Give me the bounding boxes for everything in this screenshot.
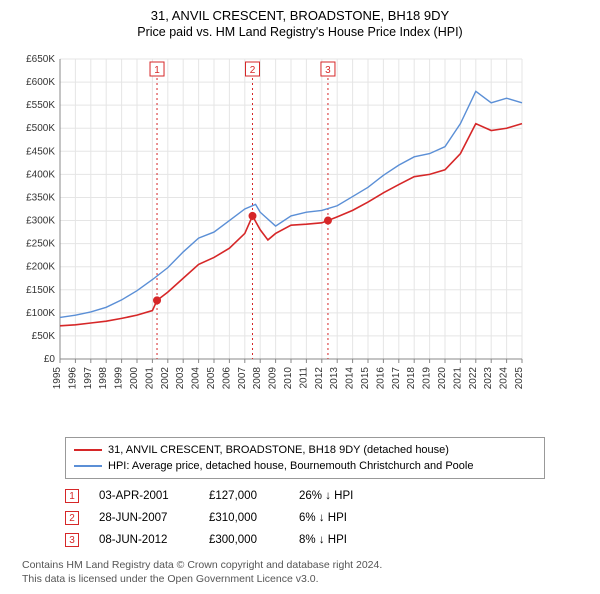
svg-text:2022: 2022	[468, 367, 479, 390]
event-marker-icon: 3	[65, 533, 79, 547]
event-price: £127,000	[209, 490, 279, 502]
svg-text:2005: 2005	[206, 367, 217, 390]
event-date: 28-JUN-2007	[99, 512, 189, 524]
event-date: 03-APR-2001	[99, 490, 189, 502]
legend-label: 31, ANVIL CRESCENT, BROADSTONE, BH18 9DY…	[108, 444, 449, 456]
svg-text:£600K: £600K	[26, 77, 55, 88]
svg-text:£0: £0	[44, 354, 56, 365]
svg-text:2009: 2009	[268, 367, 279, 390]
legend-swatch	[74, 449, 102, 451]
svg-text:£350K: £350K	[26, 192, 55, 203]
svg-text:1: 1	[154, 65, 160, 76]
svg-text:2010: 2010	[283, 367, 294, 390]
event-price: £300,000	[209, 534, 279, 546]
svg-text:1996: 1996	[67, 367, 78, 390]
svg-text:2004: 2004	[191, 367, 202, 390]
svg-text:2021: 2021	[452, 367, 463, 390]
svg-text:£550K: £550K	[26, 100, 55, 111]
svg-text:£100K: £100K	[26, 308, 55, 319]
svg-text:£200K: £200K	[26, 262, 55, 273]
svg-text:£250K: £250K	[26, 239, 55, 250]
event-marker-icon: 1	[65, 489, 79, 503]
footer-line-1: Contains HM Land Registry data © Crown c…	[22, 559, 590, 573]
footer-attribution: Contains HM Land Registry data © Crown c…	[22, 559, 590, 586]
svg-text:2019: 2019	[422, 367, 433, 390]
svg-text:2012: 2012	[314, 367, 325, 390]
svg-text:2020: 2020	[437, 367, 448, 390]
legend-item: 31, ANVIL CRESCENT, BROADSTONE, BH18 9DY…	[74, 442, 536, 458]
svg-text:1999: 1999	[114, 367, 125, 390]
svg-text:2000: 2000	[129, 367, 140, 390]
event-row: 1 03-APR-2001 £127,000 26% ↓ HPI	[65, 485, 590, 507]
chart-container: 31, ANVIL CRESCENT, BROADSTONE, BH18 9DY…	[0, 0, 600, 594]
svg-text:2007: 2007	[237, 367, 248, 390]
event-date: 08-JUN-2012	[99, 534, 189, 546]
chart-title: 31, ANVIL CRESCENT, BROADSTONE, BH18 9DY	[10, 8, 590, 23]
svg-text:£300K: £300K	[26, 216, 55, 227]
chart-area: £0 £50K £100K £150K £200K £250K £300K £350K £400…	[10, 49, 590, 429]
footer-line-2: This data is licensed under the Open Gov…	[22, 573, 590, 587]
event-delta: 8% ↓ HPI	[299, 534, 389, 546]
svg-text:£650K: £650K	[26, 54, 55, 65]
svg-text:2023: 2023	[483, 367, 494, 390]
event-price: £310,000	[209, 512, 279, 524]
svg-text:£500K: £500K	[26, 123, 55, 134]
legend-label: HPI: Average price, detached house, Bour…	[108, 460, 473, 472]
chart-subtitle: Price paid vs. HM Land Registry's House …	[10, 25, 590, 39]
legend-box: 31, ANVIL CRESCENT, BROADSTONE, BH18 9DY…	[65, 437, 545, 479]
events-table: 1 03-APR-2001 £127,000 26% ↓ HPI 2 28-JUN-200…	[65, 485, 590, 551]
svg-text:2015: 2015	[360, 367, 371, 390]
legend-swatch	[74, 465, 102, 467]
svg-text:1997: 1997	[83, 367, 94, 390]
svg-text:£400K: £400K	[26, 169, 55, 180]
svg-text:2001: 2001	[144, 367, 155, 390]
svg-text:3: 3	[325, 65, 331, 76]
svg-text:2008: 2008	[252, 367, 263, 390]
svg-text:2011: 2011	[298, 367, 309, 389]
svg-text:2003: 2003	[175, 367, 186, 390]
svg-text:2025: 2025	[514, 367, 525, 390]
svg-text:2014: 2014	[345, 367, 356, 390]
svg-text:2002: 2002	[160, 367, 171, 390]
svg-text:2024: 2024	[499, 367, 510, 390]
svg-text:£50K: £50K	[32, 331, 56, 342]
event-row: 3 08-JUN-2012 £300,000 8% ↓ HPI	[65, 529, 590, 551]
svg-text:2: 2	[250, 65, 256, 76]
event-marker-icon: 2	[65, 511, 79, 525]
event-delta: 26% ↓ HPI	[299, 490, 389, 502]
legend-item: HPI: Average price, detached house, Bour…	[74, 458, 536, 474]
event-row: 2 28-JUN-2007 £310,000 6% ↓ HPI	[65, 507, 590, 529]
event-delta: 6% ↓ HPI	[299, 512, 389, 524]
svg-text:2006: 2006	[221, 367, 232, 390]
svg-text:2017: 2017	[391, 367, 402, 390]
line-chart-svg: £0 £50K £100K £150K £200K £250K £300K £350K £400…	[10, 49, 590, 429]
svg-text:2013: 2013	[329, 367, 340, 390]
svg-text:£450K: £450K	[26, 146, 55, 157]
svg-text:1998: 1998	[98, 367, 109, 390]
svg-text:1995: 1995	[52, 367, 63, 390]
svg-text:£150K: £150K	[26, 285, 55, 296]
svg-text:2018: 2018	[406, 367, 417, 390]
svg-text:2016: 2016	[375, 367, 386, 390]
